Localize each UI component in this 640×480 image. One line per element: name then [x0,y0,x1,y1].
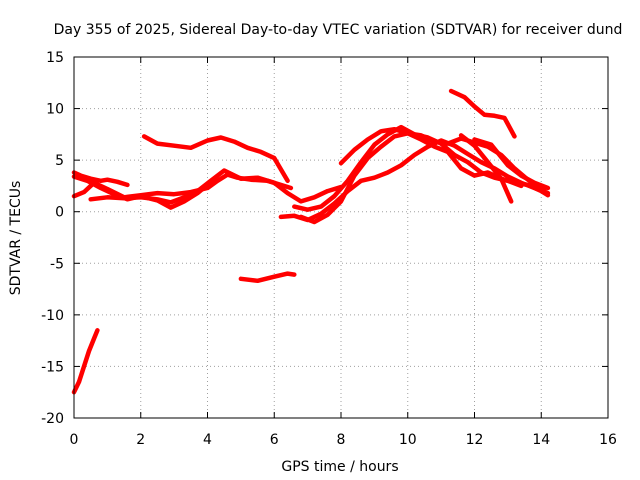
y-tick-label: 10 [46,102,64,118]
y-tick-label: 5 [55,153,64,169]
x-axis-label: GPS time / hours [281,459,398,475]
y-tick-label: -10 [41,308,64,324]
x-tick-label: 8 [337,432,346,448]
x-tick-label: 12 [466,432,484,448]
y-axis-label: SDTVAR / TECUs [8,181,24,296]
x-tick-label: 2 [136,432,145,448]
ticks: 0 2 4 6 8 10 12 14 16 -20 -15 -10 -5 0 5 10 15 [41,50,617,448]
x-tick-label: 6 [270,432,279,448]
x-tick-label: 0 [70,432,79,448]
y-tick-label: -20 [41,411,64,427]
y-tick-label: 15 [46,50,64,66]
y-tick-label: -5 [50,256,64,272]
series-track-8 [278,138,551,223]
chart-title: Day 355 of 2025, Sidereal Day-to-day VTE… [54,22,623,38]
series-group [71,88,551,395]
y-tick-label: -15 [41,359,64,375]
series-track-5 [88,168,344,205]
grid [74,57,608,418]
series-track-13 [458,133,514,204]
series-track-2 [71,170,130,188]
series-track-1 [71,328,100,395]
y-tick-label: 0 [55,205,64,221]
series-track-12 [448,88,517,139]
x-tick-label: 10 [399,432,417,448]
x-tick-label: 14 [532,432,550,448]
x-tick-label: 16 [599,432,617,448]
series-track-7 [238,271,297,284]
series-track-11 [338,126,551,198]
x-tick-label: 4 [203,432,212,448]
series-track-6 [141,134,290,184]
series-track-14 [472,137,551,191]
